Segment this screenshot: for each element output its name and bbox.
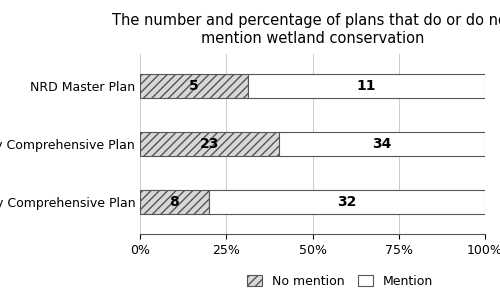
Bar <box>140 74 248 98</box>
Text: 23: 23 <box>200 137 220 151</box>
Bar <box>140 132 279 156</box>
Title: The number and percentage of plans that do or do not
mention wetland conservatio: The number and percentage of plans that … <box>112 14 500 46</box>
Text: 32: 32 <box>338 195 356 209</box>
Text: 5: 5 <box>189 79 199 93</box>
Bar <box>140 190 209 214</box>
Text: 34: 34 <box>372 137 392 151</box>
Bar <box>279 132 485 156</box>
Bar <box>209 190 485 214</box>
Bar <box>248 74 485 98</box>
Legend: No mention, Mention: No mention, Mention <box>242 270 438 292</box>
Text: 11: 11 <box>356 79 376 93</box>
Text: 8: 8 <box>170 195 179 209</box>
